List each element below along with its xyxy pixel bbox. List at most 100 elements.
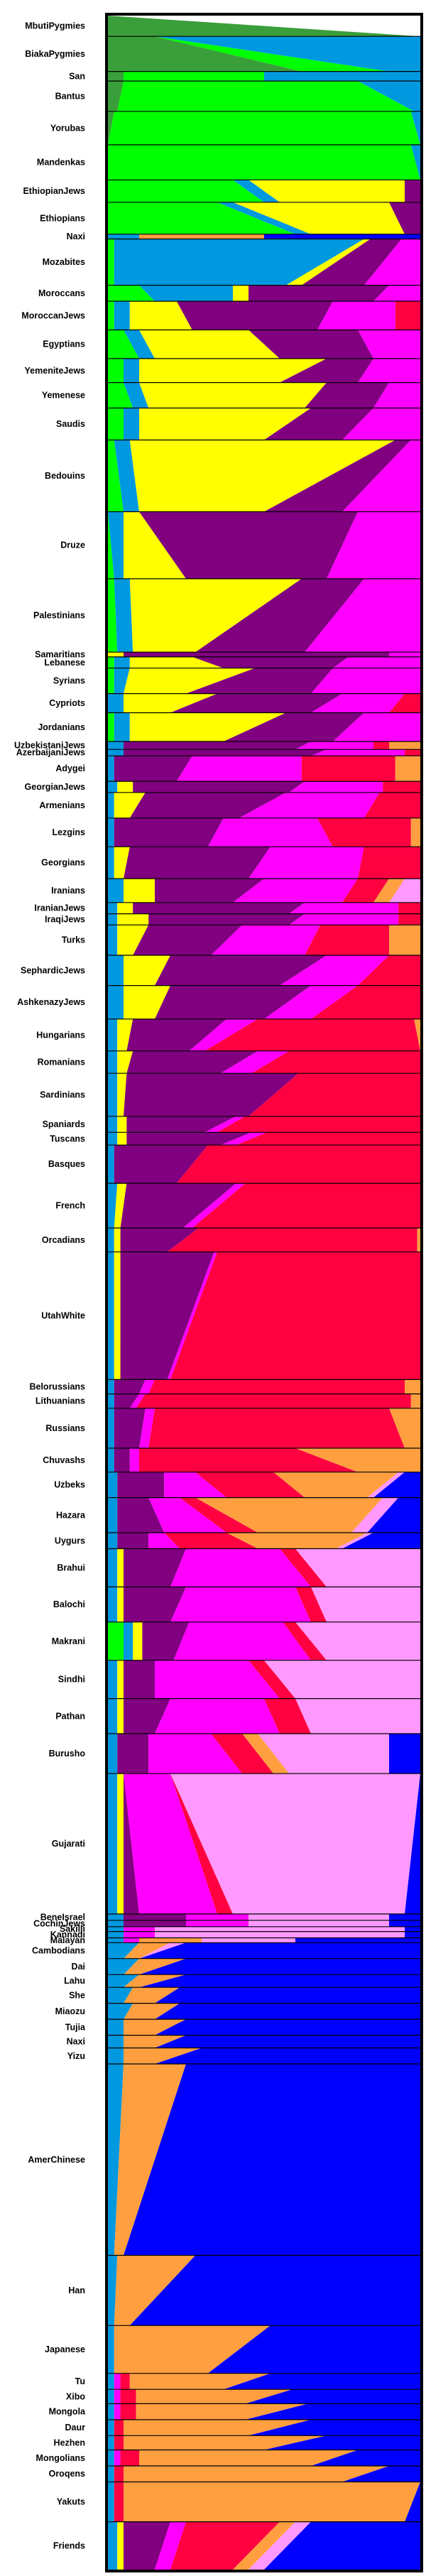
segment-brahui-k9 (295, 1548, 420, 1587)
segment-samaritians-k4 (108, 652, 124, 657)
segment-gujarati-k7 (170, 1773, 233, 1914)
label-ethiopianjews: EthiopianJews (23, 186, 85, 196)
segment-iranianjews-k5 (133, 902, 305, 914)
population-block-lithuanians (108, 1393, 420, 1408)
segment-chuvashs-k7 (139, 1448, 358, 1472)
label-iranianjews: IranianJews (34, 903, 85, 913)
segment-orcadians-k8 (417, 1228, 420, 1252)
segment-burusho-k8 (242, 1734, 290, 1774)
segment-hezhen-k8 (124, 2435, 327, 2450)
population-block-han (108, 2255, 421, 2326)
segment-ethiopians-k4 (233, 202, 405, 234)
segment-french-k5 (120, 1183, 236, 1228)
segment-hungarians-k4 (117, 1018, 133, 1051)
segment-hungarians-k3 (108, 1018, 118, 1051)
segment-pathan-k3 (108, 1698, 118, 1734)
population-block-belorussians (108, 1379, 420, 1394)
population-block-cochinjews (108, 1920, 420, 1927)
segment-hazara-k6 (148, 1497, 227, 1533)
segment-amerchinese-k8 (114, 2064, 186, 2256)
segment-ethiopianjews-k5 (405, 180, 420, 202)
segment-miaozu-k8 (124, 2003, 180, 2020)
population-block-yemenitejews (108, 358, 420, 383)
segment-lithuanians-k3 (108, 1393, 114, 1408)
segment-biakapygmies-k2 (155, 36, 389, 72)
segment-dai-k3 (108, 1958, 139, 1975)
segment-xibo-k6 (114, 2389, 121, 2404)
segment-mongola-k3 (108, 2403, 114, 2420)
segment-palestinians-k4 (129, 578, 302, 653)
segment-utahwhite-k3 (108, 1251, 114, 1380)
segment-iraqijews-k6 (289, 913, 399, 925)
segment-lezgins-k6 (207, 817, 333, 847)
segment-romanians-k5 (126, 1050, 258, 1074)
segment-cambodians-k8 (124, 1942, 170, 1959)
segment-hezhen-k10 (264, 2435, 420, 2450)
segment-iranians-k3 (108, 879, 124, 903)
segment-adygei-k3 (108, 756, 114, 782)
segment-chuvashs-k6 (129, 1448, 139, 1472)
population-block-jordanians (108, 712, 420, 741)
label-oroqens: Oroqens (49, 2469, 85, 2479)
segment-lezgins-k5 (114, 817, 224, 847)
segment-french-k6 (182, 1183, 246, 1228)
label-kannadi: Kannadi (50, 1930, 85, 1940)
segment-saudis-k5 (264, 408, 373, 440)
segment-spaniards-k3 (108, 1116, 118, 1133)
segment-pathan-k9 (295, 1698, 420, 1734)
segment-egyptians-k3 (124, 330, 155, 359)
segment-georgianjews-k5 (133, 781, 305, 793)
segment-daur-k10 (248, 2419, 420, 2436)
segment-balochi-k3 (108, 1587, 118, 1622)
segment-syrians-k5 (186, 668, 333, 694)
segment-hungarians-k7 (204, 1018, 420, 1051)
segment-uzbeks-k10 (373, 1472, 420, 1498)
segment-lebanese-k5 (192, 656, 349, 668)
population-block-bedouins (108, 440, 420, 512)
segment-druze-k6 (327, 511, 420, 579)
segment-friends-k3 (108, 2521, 118, 2570)
segment-oroqens-k7 (114, 2466, 124, 2482)
segment-hazara-k3 (108, 1497, 118, 1533)
segment-belorussians-k8 (405, 1379, 420, 1394)
segment-balochi-k7 (295, 1587, 327, 1622)
population-block-hazara (108, 1497, 420, 1533)
segment-hazara-k8 (195, 1497, 383, 1533)
segment-pathan-k4 (117, 1698, 124, 1734)
segment-gujarati-k10 (405, 1773, 420, 1914)
segment-makrani-k6 (173, 1621, 311, 1661)
label-bantus: Bantus (55, 91, 85, 101)
population-block-beneisrael (108, 1913, 420, 1920)
segment-georgians-k6 (248, 847, 364, 879)
segment-tuscans-k7 (236, 1132, 420, 1146)
segment-daur-k3 (108, 2419, 114, 2436)
segment-burusho-k7 (211, 1734, 274, 1774)
segment-palestinians-k2 (108, 578, 118, 653)
segment-dai-k10 (139, 1958, 420, 1975)
label-friends: Friends (53, 2540, 85, 2550)
segment-pathan-k6 (155, 1698, 280, 1734)
segment-basques-k5 (114, 1145, 208, 1184)
population-block-naxi (108, 234, 420, 239)
segment-spaniards-k4 (117, 1116, 127, 1133)
population-labels: MbutiPygmies BiakaPygmies San Bantus Yorubas… (14, 21, 86, 2551)
segment-tu-k10 (223, 2373, 420, 2390)
population-block-lezgins (108, 817, 420, 847)
segment-yemenese-k3 (124, 382, 149, 408)
segment-beneisrael-k5 (124, 1913, 186, 1920)
segment-lithuanians-k6 (129, 1393, 146, 1408)
population-block-burusho (108, 1734, 420, 1774)
label-tujia: Tujia (65, 2022, 86, 2032)
segment-romanians-k3 (108, 1050, 118, 1074)
segment-hungarians-k6 (189, 1018, 258, 1051)
segment-sephardicjews-k3 (108, 955, 124, 986)
segment-mongola-k7 (120, 2403, 136, 2420)
population-block-sindhi (108, 1660, 420, 1699)
segment-bedouins-k6 (342, 440, 420, 512)
label-daur: Daur (65, 2423, 86, 2433)
population-block-utahwhite (108, 1251, 420, 1380)
segment-naxi-k8 (124, 2035, 186, 2048)
segment-mozabites-k3 (114, 239, 364, 286)
population-block-palestinians (108, 578, 420, 653)
segment-tuscans-k3 (108, 1132, 118, 1146)
